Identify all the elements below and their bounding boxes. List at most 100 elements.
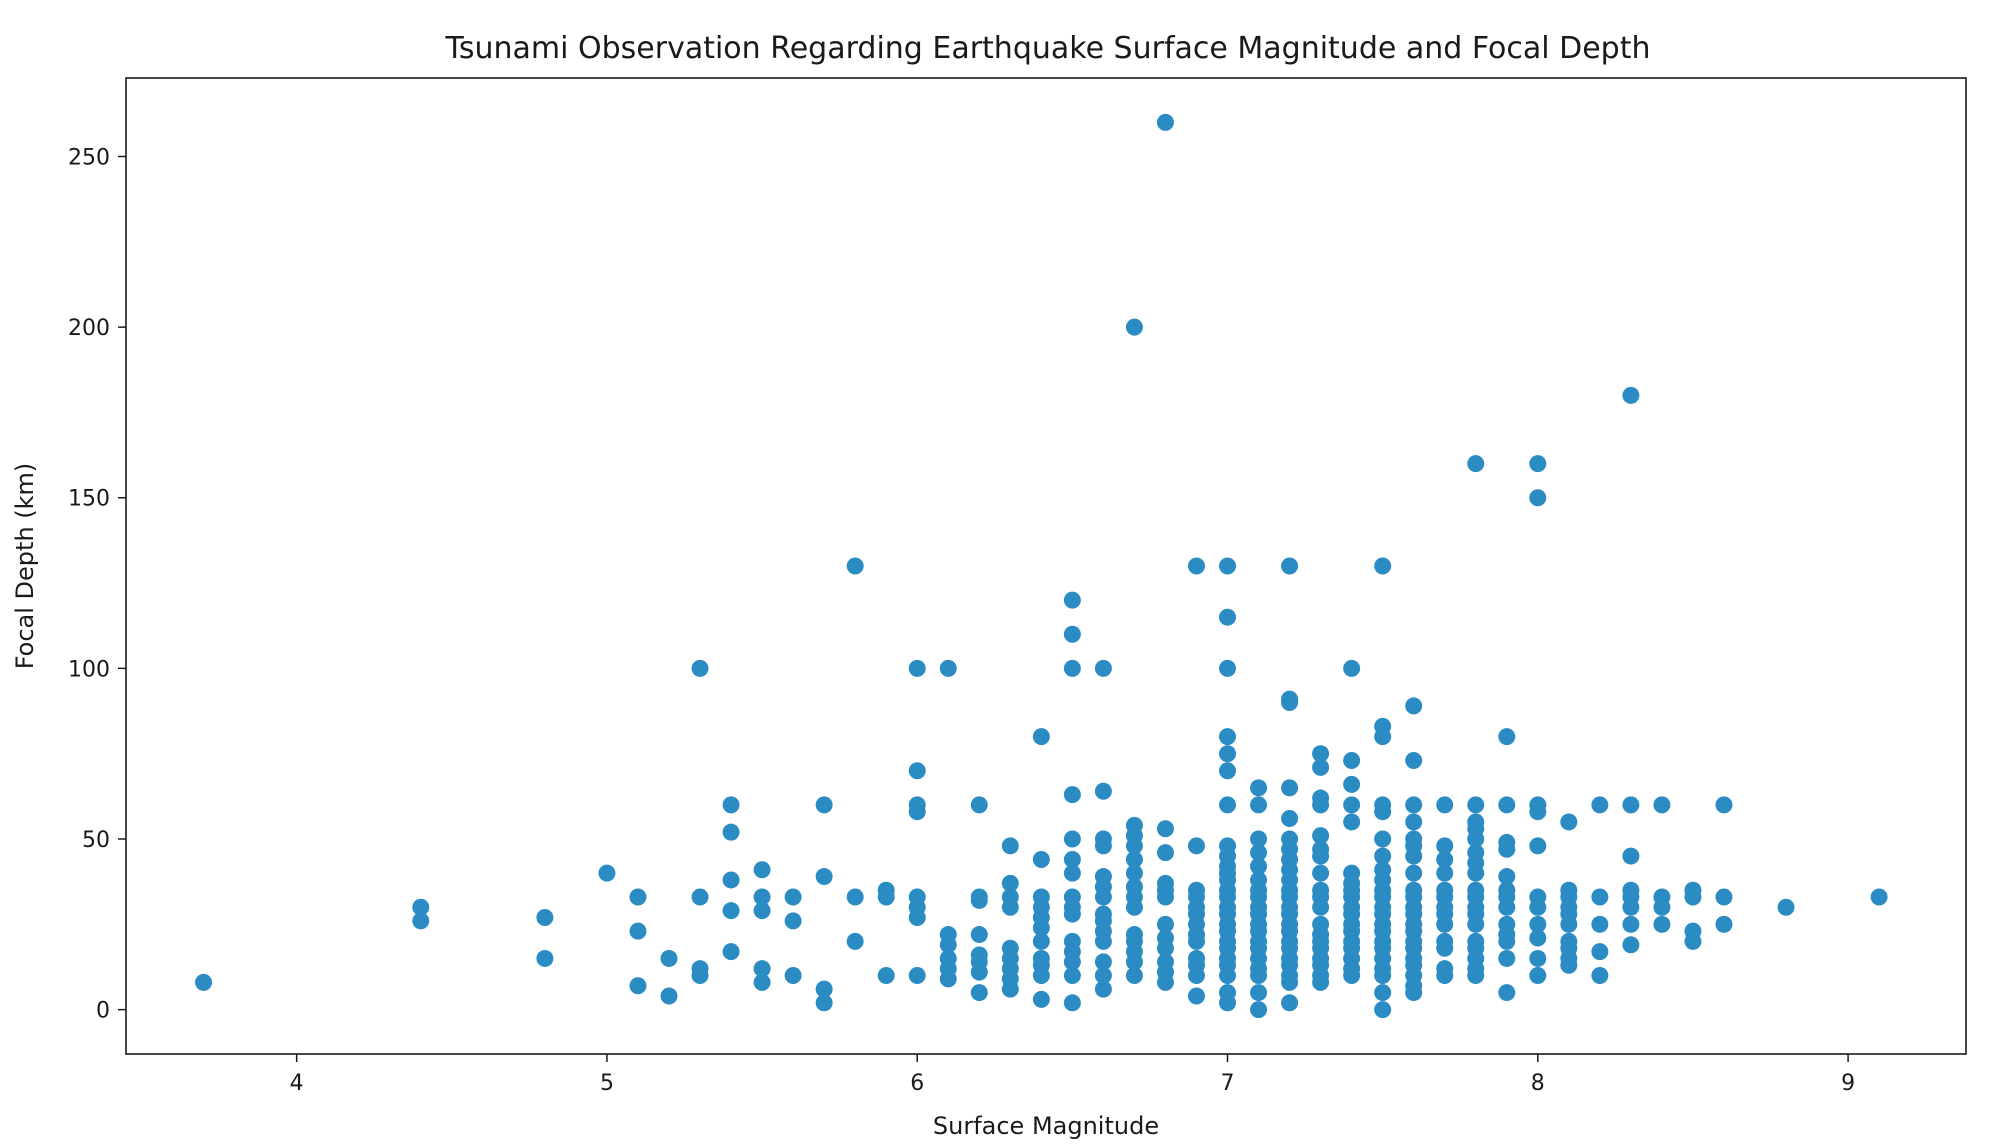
data-point	[1529, 915, 1547, 933]
data-point	[877, 881, 895, 899]
data-point	[629, 977, 647, 995]
data-point	[1622, 936, 1640, 954]
data-point	[1250, 984, 1268, 1002]
data-point	[1374, 830, 1392, 848]
data-point	[1250, 830, 1268, 848]
data-point	[1374, 717, 1392, 735]
data-point	[1715, 888, 1733, 906]
data-point	[908, 796, 926, 814]
data-point	[1312, 864, 1330, 882]
data-point	[753, 973, 771, 991]
data-point	[970, 888, 988, 906]
data-point	[1250, 857, 1268, 875]
data-point	[1032, 888, 1050, 906]
data-point	[1560, 813, 1578, 831]
data-point	[722, 796, 740, 814]
data-point	[1374, 861, 1392, 879]
data-point	[815, 994, 833, 1012]
data-point	[1622, 915, 1640, 933]
data-point	[846, 932, 864, 950]
data-point	[660, 949, 678, 967]
data-point	[1281, 830, 1299, 848]
data-point	[939, 659, 957, 677]
data-point	[1125, 926, 1143, 944]
data-point	[1281, 557, 1299, 575]
data-point	[1250, 779, 1268, 797]
data-point	[1219, 745, 1237, 763]
data-point	[1032, 728, 1050, 746]
data-point	[1281, 810, 1299, 828]
data-point	[1498, 949, 1516, 967]
data-point	[1250, 844, 1268, 862]
x-tick-label: 5	[600, 1071, 614, 1096]
x-axis-ticks: 4 5 6 7 8 9	[290, 1054, 1855, 1096]
data-point	[1156, 874, 1174, 892]
data-point	[1125, 850, 1143, 868]
data-point	[1312, 915, 1330, 933]
data-point	[1591, 967, 1609, 985]
x-tick-label: 4	[290, 1071, 304, 1096]
data-point	[1529, 888, 1547, 906]
data-point	[629, 888, 647, 906]
data-point	[1684, 922, 1702, 940]
data-point	[815, 796, 833, 814]
data-point	[536, 949, 554, 967]
data-points	[195, 113, 1888, 1019]
data-point	[1374, 557, 1392, 575]
data-point	[1063, 850, 1081, 868]
data-point	[1653, 888, 1671, 906]
x-axis-label: Surface Magnitude	[933, 1112, 1159, 1140]
data-point	[753, 861, 771, 879]
data-point	[1653, 915, 1671, 933]
data-point	[970, 796, 988, 814]
data-point	[784, 912, 802, 930]
data-point	[722, 823, 740, 841]
data-point	[753, 960, 771, 978]
data-point	[1063, 625, 1081, 643]
data-point	[1219, 984, 1237, 1002]
data-point	[1187, 881, 1205, 899]
y-axis-ticks: 0 50 100 150 200 250	[68, 145, 126, 1024]
data-point	[1374, 847, 1392, 865]
data-point	[1684, 881, 1702, 899]
data-point	[1219, 762, 1237, 780]
data-point	[753, 902, 771, 920]
data-point	[1467, 932, 1485, 950]
data-point	[1063, 659, 1081, 677]
data-point	[1591, 888, 1609, 906]
data-point	[1063, 830, 1081, 848]
data-point	[1405, 864, 1423, 882]
data-point	[1405, 697, 1423, 715]
data-point	[691, 659, 709, 677]
data-point	[1467, 796, 1485, 814]
data-point	[722, 902, 740, 920]
data-point	[1498, 833, 1516, 851]
data-point	[784, 888, 802, 906]
data-point	[1622, 881, 1640, 899]
data-point	[1063, 967, 1081, 985]
data-point	[1405, 813, 1423, 831]
data-point	[1281, 690, 1299, 708]
data-point	[1405, 830, 1423, 848]
data-point	[1622, 796, 1640, 814]
data-point	[1032, 932, 1050, 950]
data-point	[195, 973, 213, 991]
data-point	[1405, 752, 1423, 770]
data-point	[1374, 984, 1392, 1002]
data-point	[1187, 837, 1205, 855]
data-point	[1436, 932, 1454, 950]
data-point	[1063, 932, 1081, 950]
data-point	[1281, 779, 1299, 797]
data-point	[1777, 898, 1795, 916]
data-point	[1125, 816, 1143, 834]
data-point	[1591, 796, 1609, 814]
data-point	[1250, 1001, 1268, 1019]
data-point	[1125, 878, 1143, 896]
data-point	[939, 949, 957, 967]
data-point	[1498, 728, 1516, 746]
x-tick-label: 9	[1841, 1071, 1855, 1096]
data-point	[1125, 864, 1143, 882]
data-point	[1156, 844, 1174, 862]
data-point	[412, 912, 430, 930]
